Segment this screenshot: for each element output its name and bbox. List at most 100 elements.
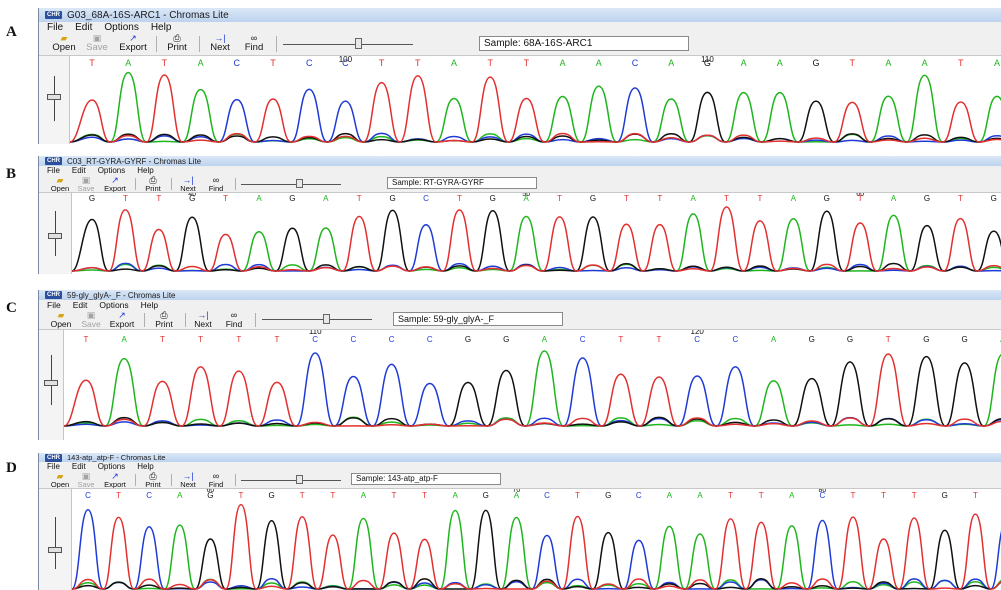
scale-thumb[interactable] bbox=[47, 94, 61, 100]
trace-t bbox=[72, 206, 1001, 272]
base-call: G bbox=[503, 335, 509, 344]
next-button[interactable]: →| Next bbox=[175, 472, 201, 489]
print-button[interactable]: ⎙ Print bbox=[139, 176, 167, 193]
next-button[interactable]: →| Next bbox=[175, 176, 201, 193]
zoom-thumb[interactable] bbox=[322, 314, 330, 324]
trace-c bbox=[72, 508, 1001, 590]
scale-thumb[interactable] bbox=[44, 380, 58, 386]
base-call: A bbox=[771, 335, 777, 344]
menu-edit[interactable]: Edit bbox=[72, 300, 88, 310]
menu-help[interactable]: Help bbox=[137, 462, 154, 471]
scale-thumb[interactable] bbox=[48, 233, 62, 239]
window-title: C03_RT-GYRA-GYRF - Chromas Lite bbox=[67, 156, 202, 166]
find-button[interactable]: ∞ Find bbox=[220, 311, 248, 329]
menu-file[interactable]: File bbox=[47, 300, 61, 310]
export-button[interactable]: ↗ Export bbox=[99, 472, 131, 489]
toolbar: ▰ Open ▣ Save ↗ Export ⎙ Print →| Next ∞ Find … bbox=[39, 310, 1001, 330]
menu-options[interactable]: Options bbox=[99, 300, 129, 310]
zoom-slider[interactable] bbox=[241, 475, 341, 484]
base-call: T bbox=[379, 58, 385, 68]
panel-label-d: D bbox=[6, 460, 17, 476]
base-call: A bbox=[323, 194, 329, 203]
menu-file[interactable]: File bbox=[47, 462, 60, 471]
save-button[interactable]: ▣ Save bbox=[83, 34, 111, 53]
find-button[interactable]: ∞ Find bbox=[203, 472, 229, 489]
open-label: Open bbox=[50, 184, 70, 193]
next-button[interactable]: →| Next bbox=[189, 311, 217, 329]
menu-options[interactable]: Options bbox=[97, 166, 126, 175]
toolbar-separator bbox=[276, 36, 277, 52]
base-call: C bbox=[636, 491, 642, 500]
vertical-scale-slider[interactable] bbox=[39, 56, 70, 144]
save-label: Save bbox=[81, 319, 101, 329]
scale-thumb[interactable] bbox=[48, 547, 62, 553]
open-button[interactable]: ▰ Open bbox=[49, 34, 79, 53]
title-bar: CHR G03_68A-16S-ARC1 - Chromas Lite bbox=[39, 8, 1001, 23]
open-button[interactable]: ▰ Open bbox=[47, 311, 75, 329]
base-call: A bbox=[697, 491, 703, 500]
base-call: G bbox=[961, 335, 967, 344]
toolbar-separator bbox=[135, 474, 136, 486]
zoom-thumb[interactable] bbox=[296, 475, 303, 484]
export-button[interactable]: ↗ Export bbox=[99, 176, 131, 193]
zoom-track bbox=[241, 479, 341, 481]
save-button[interactable]: ▣ Save bbox=[75, 176, 97, 193]
find-button[interactable]: ∞ Find bbox=[203, 176, 229, 193]
next-arrow-icon: →| bbox=[182, 175, 194, 185]
export-arrow-icon: ↗ bbox=[111, 175, 119, 185]
menu-help[interactable]: Help bbox=[150, 22, 172, 33]
app-icon: CHR bbox=[45, 157, 62, 165]
export-button[interactable]: ↗ Export bbox=[115, 34, 151, 53]
folder-icon: ▰ bbox=[56, 175, 64, 185]
menu-file[interactable]: File bbox=[47, 22, 64, 33]
base-call: C bbox=[306, 58, 313, 68]
menu-edit[interactable]: Edit bbox=[71, 462, 86, 471]
menu-edit[interactable]: Edit bbox=[75, 22, 93, 33]
base-call: A bbox=[922, 58, 928, 68]
open-button[interactable]: ▰ Open bbox=[47, 472, 73, 489]
menu-options[interactable]: Options bbox=[97, 462, 126, 471]
vertical-scale-slider[interactable] bbox=[39, 330, 64, 440]
base-call: T bbox=[958, 58, 964, 68]
find-button[interactable]: ∞ Find bbox=[239, 34, 269, 53]
print-button[interactable]: ⎙ Print bbox=[161, 34, 193, 53]
sample-name-box: Sample: 68A-16S-ARC1 bbox=[479, 36, 689, 51]
base-call: T bbox=[524, 58, 530, 68]
save-button[interactable]: ▣ Save bbox=[79, 311, 103, 329]
menu-help[interactable]: Help bbox=[140, 300, 159, 310]
menu-file[interactable]: File bbox=[47, 166, 60, 175]
printer-icon: ⎙ bbox=[160, 310, 168, 320]
base-call: G bbox=[991, 194, 997, 203]
zoom-thumb[interactable] bbox=[354, 38, 362, 49]
save-label: Save bbox=[77, 480, 95, 489]
zoom-slider[interactable] bbox=[241, 179, 341, 188]
print-label: Print bbox=[145, 184, 161, 193]
trace-t bbox=[64, 353, 1001, 427]
vertical-scale-slider[interactable] bbox=[39, 193, 72, 274]
zoom-thumb[interactable] bbox=[296, 179, 303, 188]
base-call: T bbox=[84, 335, 89, 344]
menu-help[interactable]: Help bbox=[137, 166, 154, 175]
zoom-slider[interactable] bbox=[262, 314, 372, 324]
toolbar-separator bbox=[144, 313, 145, 327]
vertical-scale-slider[interactable] bbox=[39, 489, 72, 590]
base-call: A bbox=[560, 58, 566, 68]
print-button[interactable]: ⎙ Print bbox=[149, 311, 179, 329]
print-button[interactable]: ⎙ Print bbox=[139, 472, 167, 489]
export-button[interactable]: ↗ Export bbox=[105, 311, 139, 329]
base-call: T bbox=[223, 194, 228, 203]
base-call: A bbox=[542, 335, 548, 344]
base-call: G bbox=[847, 335, 853, 344]
folder-icon: ▰ bbox=[56, 471, 64, 481]
menu-options[interactable]: Options bbox=[104, 22, 139, 33]
base-call: G bbox=[89, 194, 95, 203]
menu-edit[interactable]: Edit bbox=[71, 166, 86, 175]
zoom-slider[interactable] bbox=[283, 38, 413, 49]
next-button[interactable]: →| Next bbox=[205, 34, 235, 53]
base-call: T bbox=[758, 194, 763, 203]
base-call: G bbox=[812, 58, 819, 68]
base-call: C bbox=[580, 335, 586, 344]
chromas-window-d: CHR 143-atp_atp-F - Chromas Lite File Ed… bbox=[38, 453, 1001, 590]
open-button[interactable]: ▰ Open bbox=[47, 176, 73, 193]
save-button[interactable]: ▣ Save bbox=[75, 472, 97, 489]
